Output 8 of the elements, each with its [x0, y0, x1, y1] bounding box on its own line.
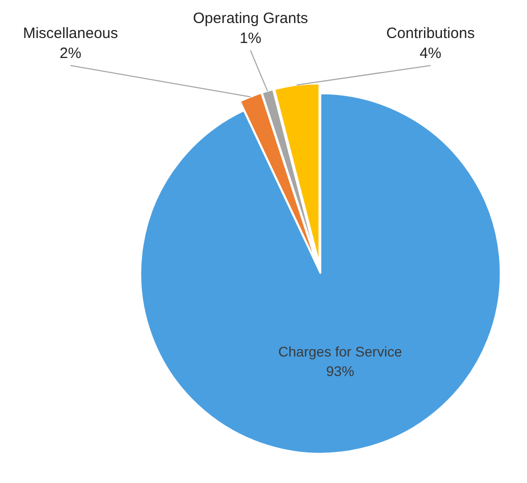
data-label: 2%: [60, 45, 82, 62]
slice-label: Operating Grants: [192, 10, 308, 27]
slice-label: Charges for Service: [278, 344, 402, 360]
data-label: 4%: [420, 45, 442, 62]
slice-label: Miscellaneous: [22, 24, 118, 42]
data-label: 93%: [326, 362, 354, 379]
data-label: 1%: [240, 30, 262, 48]
slice-label: Contributions: [386, 24, 475, 42]
